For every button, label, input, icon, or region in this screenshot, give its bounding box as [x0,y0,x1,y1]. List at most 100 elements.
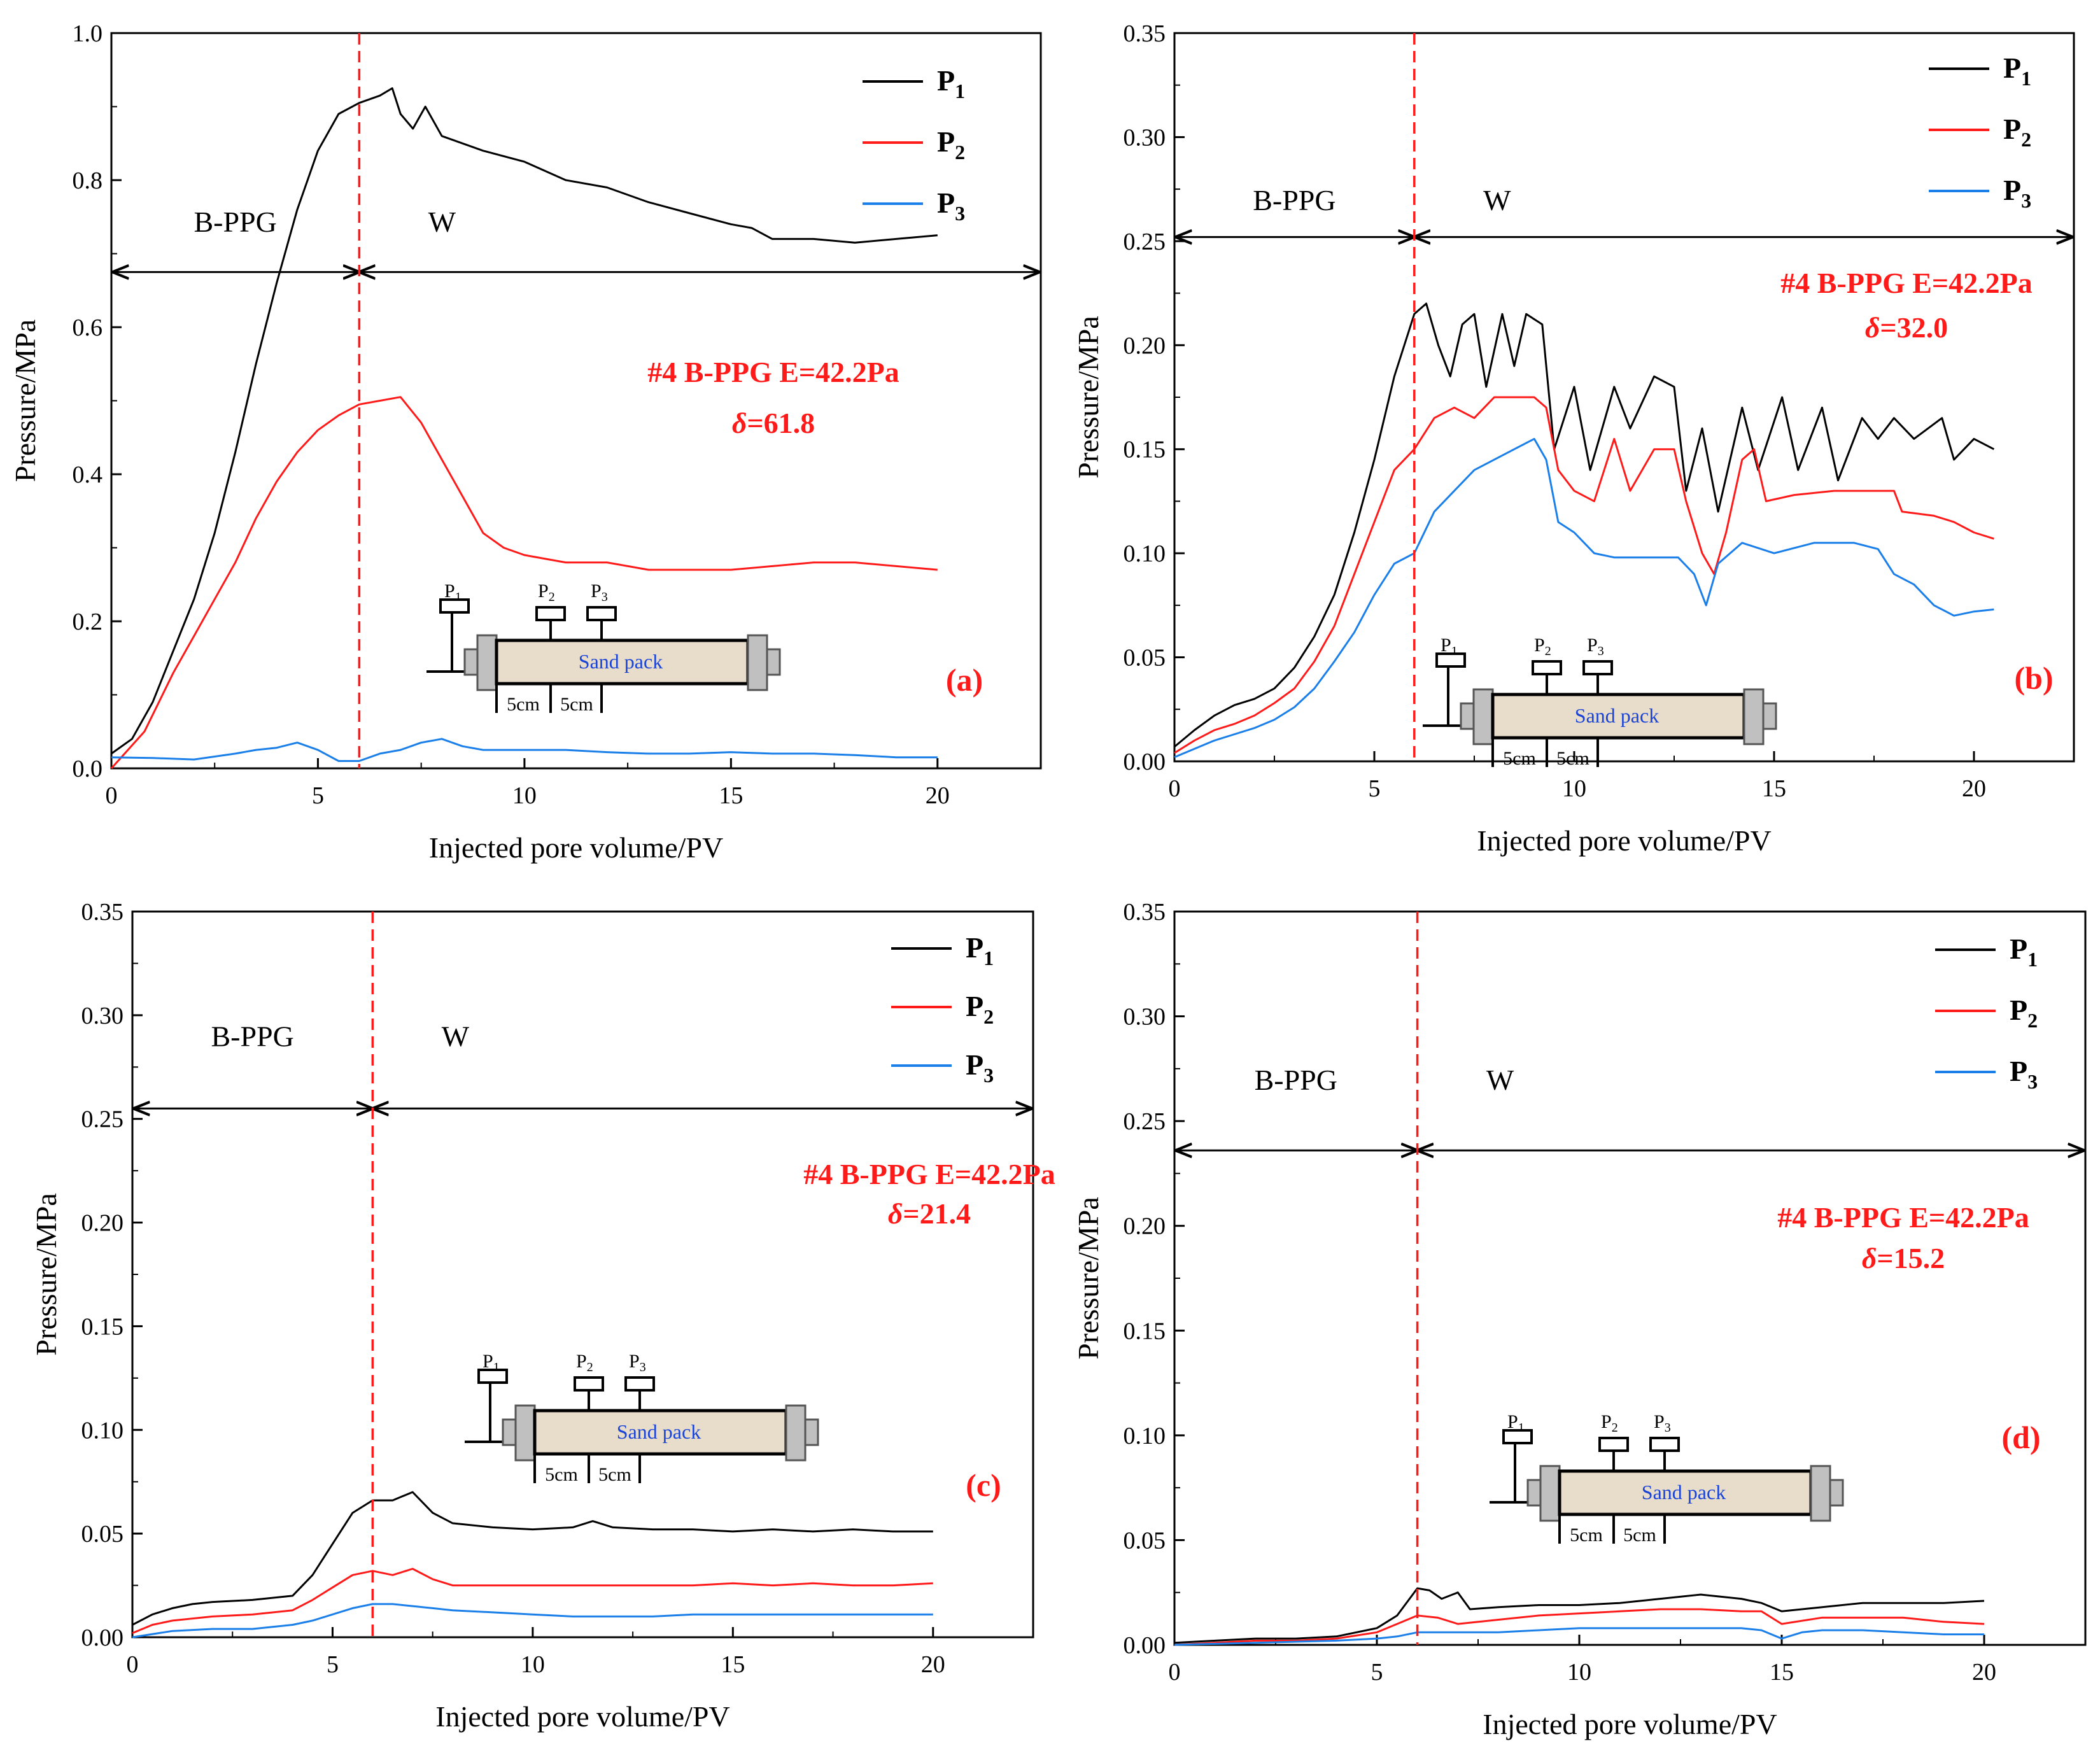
x-axis-label: Injected pore volume/PV [1477,824,1771,857]
chart-panel-a: 0 5 10 15 20 0.0 0.2 0.4 0.6 0.8 1.0 Injected pore … [9,20,1042,864]
sand-pack-body [495,638,750,686]
gauge-p2 [1598,1437,1629,1452]
y-tick-label: 0.05 [1124,645,1166,672]
series-line-p1 [1174,1587,1985,1644]
y-tick-label: 0.20 [1124,1213,1166,1240]
y-tick-label: 0.10 [1124,1423,1166,1449]
legend-label-p2: P2 [937,125,965,164]
panel-label: (b) [2014,660,2053,696]
panel-label: (a) [946,662,983,698]
x-tick-label: 5 [327,1651,339,1678]
x-tick-label: 15 [719,782,743,809]
x-tick-label: 0 [1169,1659,1181,1686]
sand-pack-body [1558,1469,1813,1516]
y-tick-label: 0.15 [81,1313,124,1340]
inset-label-p2: P2 [538,581,555,604]
y-axis-label: Pressure/MPa [9,320,41,483]
legend-label-p2: P2 [966,990,994,1028]
inset-label-p3: P3 [1587,635,1604,658]
y-tick-label: 0.30 [81,1003,124,1029]
inset-label-p2: P2 [576,1351,593,1374]
distance-label-2: 5cm [1556,748,1589,769]
plot-frame [1173,32,2075,763]
legend-label-p1: P1 [2003,52,2031,90]
gauge-p1 [1435,652,1466,668]
gauge-p3 [1649,1437,1680,1452]
legend-label-p1: P1 [966,931,994,969]
y-tick-label: 0.05 [1124,1527,1166,1554]
phase-label-bppg: B-PPG [1255,1064,1337,1096]
right-outer-cap [766,648,781,676]
distance-label-1: 5cm [545,1464,578,1485]
gauge-p1 [477,1369,508,1384]
right-outer-cap [1762,702,1777,730]
inset-label-p1: P1 [1507,1411,1525,1435]
sand-pack-inset: P1 P2 P3 Sand pack 5cm 5cm [1490,1411,1844,1546]
distance-label-2: 5cm [1623,1525,1656,1546]
annotation-delta: δ=21.4 [888,1197,971,1230]
x-tick-label: 15 [1770,1659,1794,1686]
distance-label-1: 5cm [507,694,540,715]
gauge-p1 [439,598,470,614]
chart-panel-b: 0 5 10 15 20 0.00 0.05 0.10 0.15 0.20 0.25 0.30 0.35… [1072,20,2075,857]
gauge-p3 [624,1376,655,1392]
sand-pack-inset: P1 P2 P3 Sand pack 5cm 5cm [1423,635,1777,769]
legend-label-p3: P3 [966,1048,994,1087]
gauge-p2 [574,1376,604,1392]
y-tick-label: 0.2 [73,609,103,635]
left-outer-cap [463,648,479,676]
x-tick-label: 5 [1371,1659,1383,1686]
x-axis-label: Injected pore volume/PV [435,1700,729,1733]
annotation-title: #4 B-PPG E=42.2Pa [803,1158,1055,1190]
gauge-p3 [1582,660,1613,675]
x-tick-label: 20 [921,1651,945,1678]
phase-label-water: W [428,206,456,238]
legend-label-p1: P1 [2010,933,2038,971]
series-line-p2 [132,1568,933,1634]
legend-label-p3: P3 [2003,174,2031,212]
x-tick-label: 20 [1962,775,1986,802]
annotation-title: #4 B-PPG E=42.2Pa [647,356,899,388]
right-cap [747,634,768,691]
y-tick-label: 0.05 [81,1521,124,1547]
panel-label: (c) [966,1467,1001,1503]
left-outer-cap [1460,702,1475,730]
y-tick-label: 0.00 [81,1625,124,1651]
inset-label-p3: P3 [1654,1411,1671,1435]
gauge-p3 [586,606,617,621]
sand-pack-label: Sand pack [617,1420,701,1443]
inset-label-p1: P1 [483,1351,500,1374]
series-line-p3 [1174,1627,1984,1646]
distance-label-1: 5cm [1503,748,1536,769]
series-line-p1 [1174,302,1995,748]
y-tick-label: 0.8 [73,167,103,194]
phase-label-bppg: B-PPG [194,206,276,238]
series-line-p1 [111,87,938,755]
x-tick-label: 5 [312,782,324,809]
left-outer-cap [1526,1479,1542,1507]
y-tick-label: 0.15 [1124,437,1166,463]
gauge-p1 [1502,1429,1533,1444]
right-cap [1810,1465,1831,1522]
phase-label-bppg: B-PPG [211,1020,293,1053]
legend-label-p2: P2 [2010,994,2038,1032]
chart-panel-c: 0 5 10 15 20 0.00 0.05 0.10 0.15 0.20 0.25 0.30 0.35… [30,899,1055,1733]
phase-label-bppg: B-PPG [1253,184,1335,216]
right-outer-cap [804,1418,819,1446]
series-line-p3 [132,1603,933,1639]
sand-pack-label: Sand pack [579,650,663,673]
x-tick-label: 0 [127,1651,139,1678]
series-line-p2 [1174,396,1994,754]
y-tick-label: 0.20 [81,1210,124,1237]
y-tick-label: 0.35 [81,899,124,926]
x-tick-label: 0 [1169,775,1181,802]
x-tick-label: 15 [1762,775,1786,802]
x-axis-label: Injected pore volume/PV [429,831,723,864]
inset-label-p1: P1 [1441,635,1458,658]
y-axis-label: Pressure/MPa [1072,316,1104,479]
y-tick-label: 0.25 [81,1106,124,1133]
left-outer-cap [502,1418,517,1446]
annotation-delta: δ=32.0 [1865,311,1948,344]
legend-label-p3: P3 [937,187,965,225]
phase-label-water: W [442,1020,470,1053]
